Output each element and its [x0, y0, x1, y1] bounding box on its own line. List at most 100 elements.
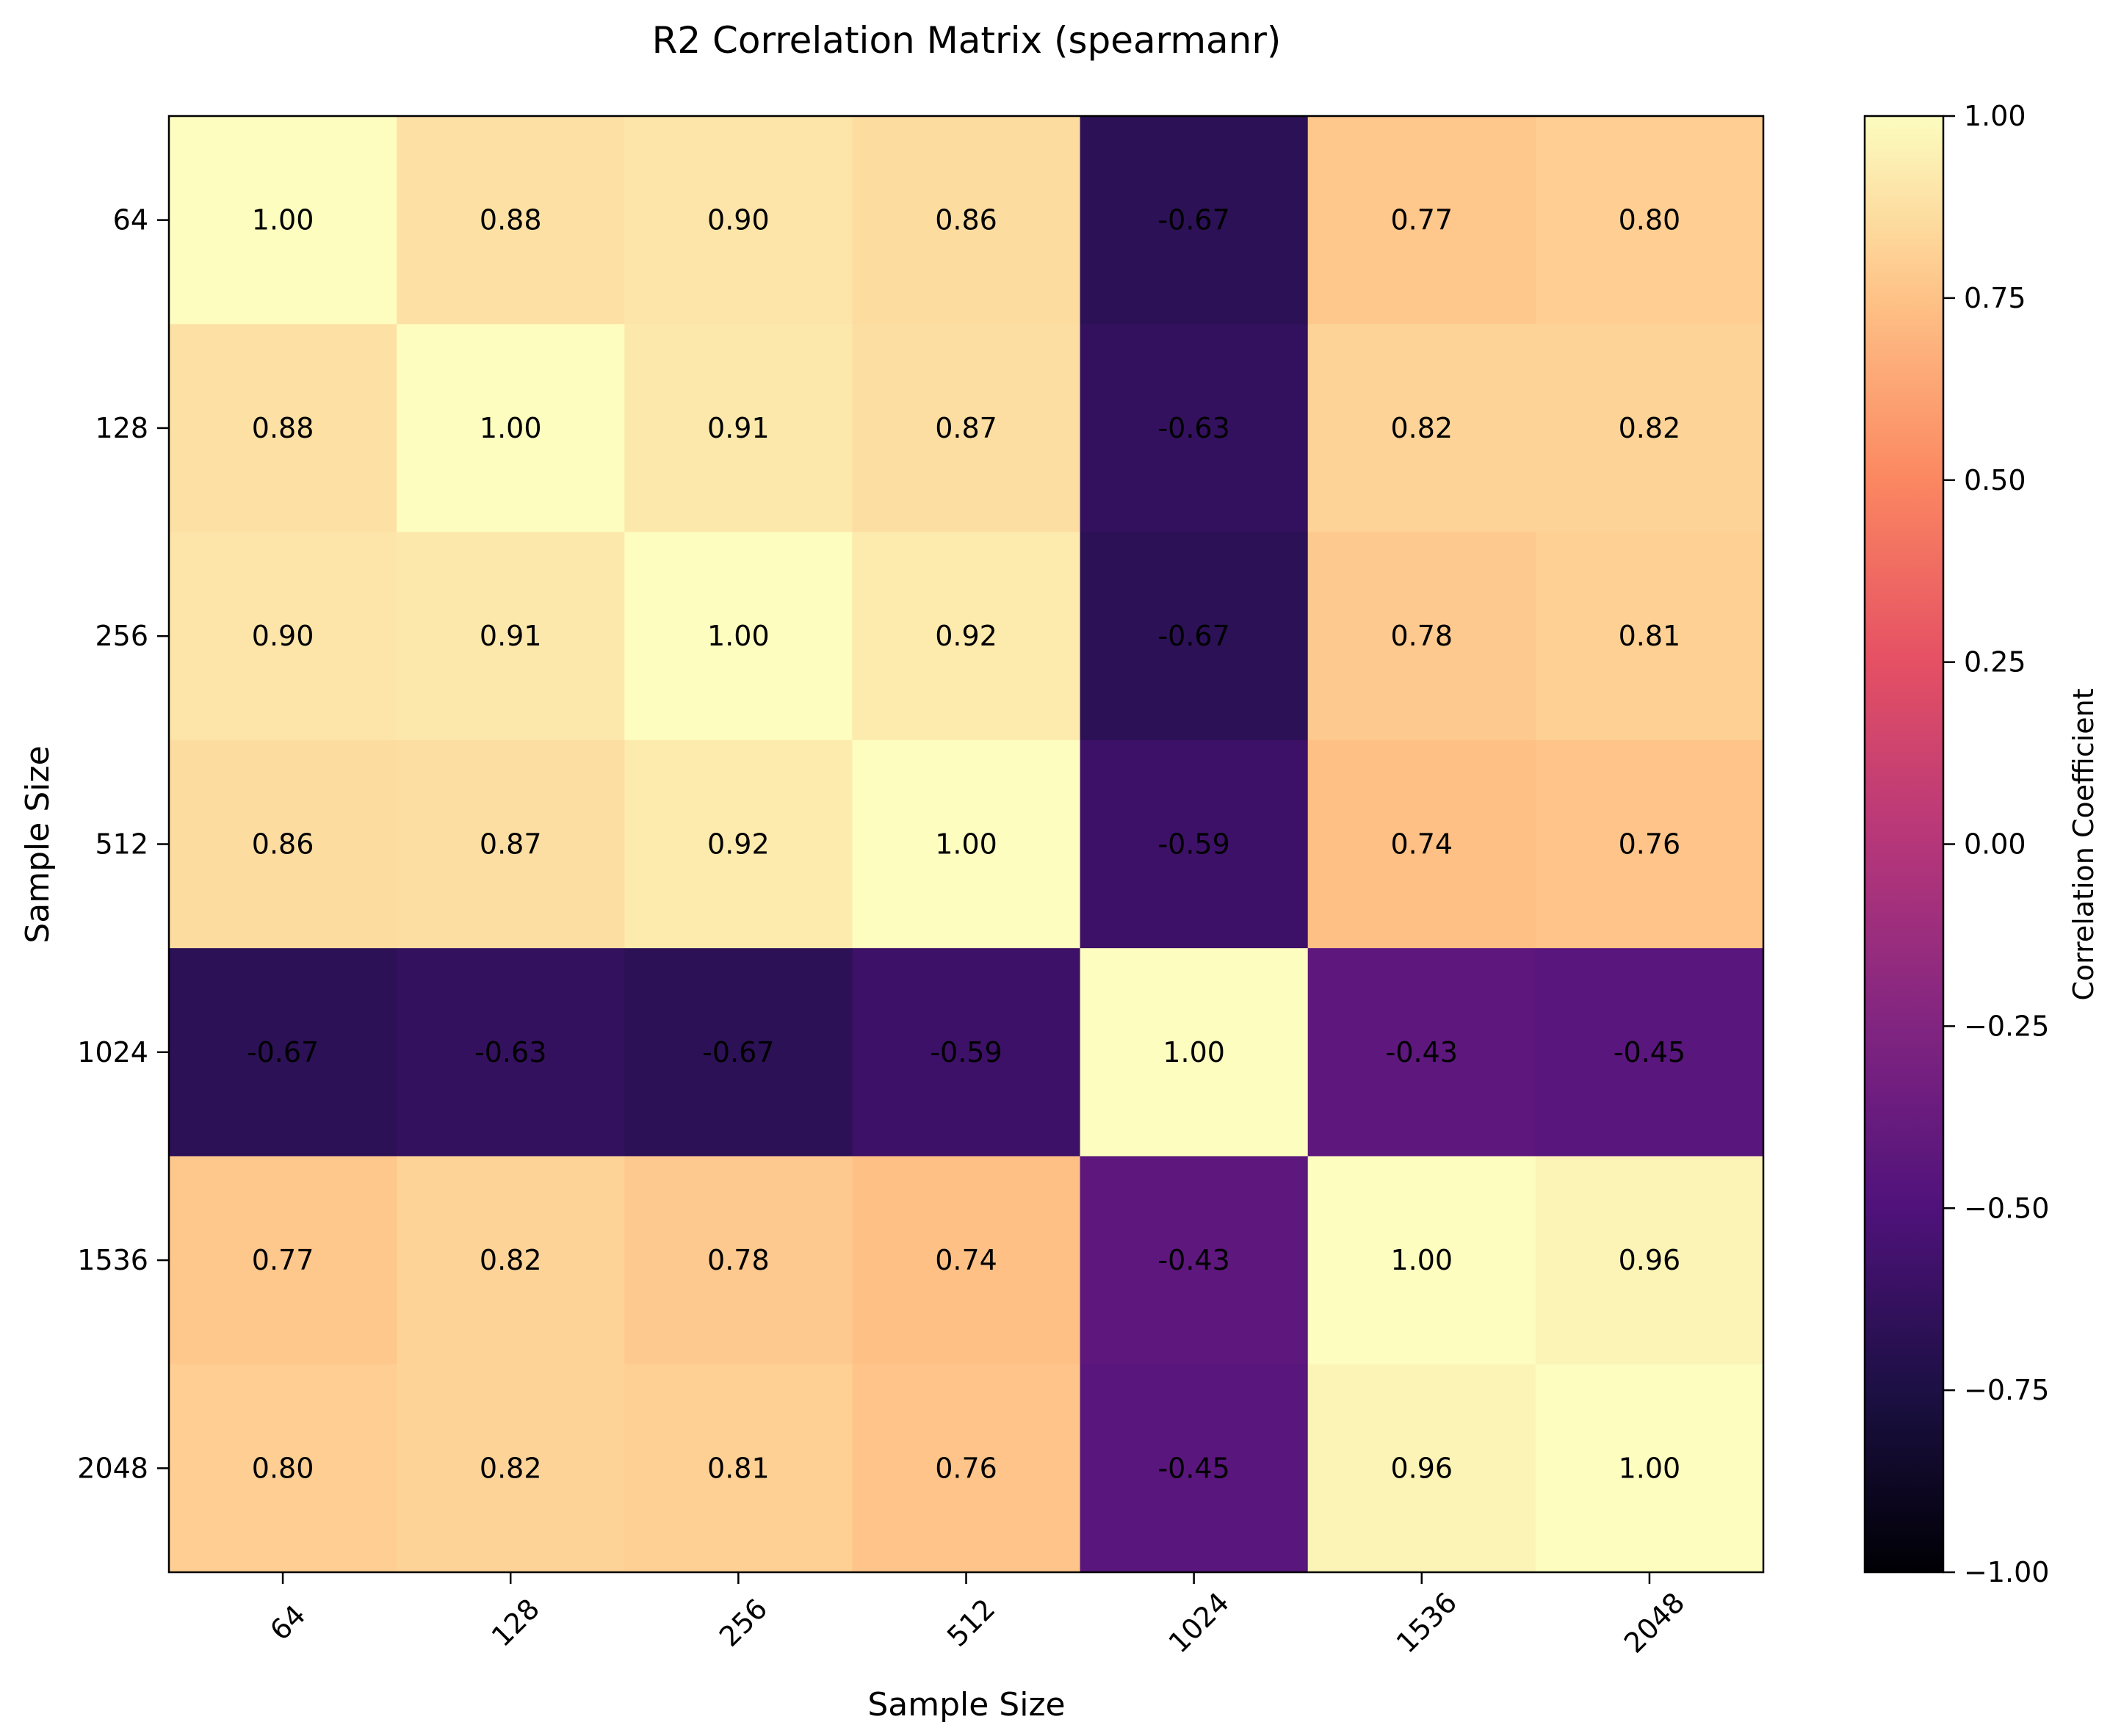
- heatmap-cell: [852, 324, 1081, 533]
- heatmap-cell: [1307, 532, 1536, 741]
- heatmap-cell: [1080, 532, 1309, 741]
- heatmap-cell: [169, 1156, 397, 1365]
- colorbar-tick-label: 0.75: [1964, 282, 2026, 314]
- y-tick-label: 64: [113, 204, 148, 236]
- chart-title: R2 Correlation Matrix (spearmanr): [652, 19, 1282, 62]
- heatmap-cell: [397, 1364, 625, 1573]
- heatmap-cell: [1080, 739, 1309, 949]
- x-tick-label: 256: [713, 1593, 773, 1653]
- cell-value-label: 0.88: [480, 204, 542, 236]
- cell-value-label: 0.82: [480, 1452, 542, 1484]
- cell-value-label: 0.81: [1619, 620, 1681, 652]
- x-axis-ticks: 64 128 256 512 1024 1536 2048: [264, 1572, 1691, 1659]
- cell-value-label: 0.88: [252, 412, 314, 444]
- cell-value-label: -0.43: [1386, 1036, 1458, 1068]
- cell-value-label: 0.82: [1390, 412, 1453, 444]
- heatmap-cell: [397, 116, 625, 325]
- heatmap-cell: [852, 116, 1081, 325]
- cell-value-label: -0.67: [247, 1036, 319, 1068]
- heatmap-cell: [169, 739, 397, 949]
- cell-value-label: 1.00: [1163, 1036, 1225, 1068]
- heatmap-cell: [1535, 116, 1764, 325]
- cell-value-label: 0.92: [935, 620, 997, 652]
- heatmap-cell: [852, 1156, 1081, 1365]
- cell-value-label: 0.82: [480, 1244, 542, 1276]
- cell-value-label: 0.91: [480, 620, 542, 652]
- cell-value-label: 0.77: [252, 1244, 314, 1276]
- cell-value-label: 1.00: [935, 828, 997, 861]
- colorbar-tick-label: 1.00: [1964, 100, 2026, 132]
- heatmap-cell: [1307, 1364, 1536, 1573]
- heatmap-cell: [397, 324, 625, 533]
- heatmap-cell: [1080, 1156, 1309, 1365]
- x-tick-label: 64: [264, 1599, 311, 1646]
- y-tick-label: 1024: [77, 1036, 148, 1068]
- heatmap-cell: [624, 1364, 853, 1573]
- cell-value-label: 0.76: [1619, 828, 1681, 861]
- cell-value-label: 1.00: [252, 204, 314, 236]
- heatmap-cell: [169, 948, 397, 1157]
- heatmap-cell: [624, 324, 853, 533]
- heatmap-cell: [1535, 324, 1764, 533]
- colorbar-tick-label: −1.00: [1964, 1556, 2049, 1588]
- cell-value-label: -0.67: [702, 1036, 774, 1068]
- heatmap-cell: [1307, 948, 1536, 1157]
- heatmap-cell: [169, 324, 397, 533]
- x-tick-label: 2048: [1618, 1586, 1691, 1660]
- cell-value-label: -0.45: [1157, 1452, 1229, 1484]
- cell-value-label: 0.96: [1619, 1244, 1681, 1276]
- heatmap-cell: [1535, 532, 1764, 741]
- heatmap-cell: [1080, 116, 1309, 325]
- colorbar-tick-label: 0.50: [1964, 464, 2026, 496]
- cell-value-label: 0.87: [935, 412, 997, 444]
- heatmap-cell: [397, 739, 625, 949]
- colorbar-tick-label: −0.25: [1964, 1010, 2049, 1042]
- cell-value-label: 0.92: [707, 828, 770, 861]
- cell-value-label: 0.74: [1390, 828, 1453, 861]
- y-axis-ticks: 64 128 256 512 1024 1536 2048: [77, 204, 169, 1484]
- cell-value-label: -0.63: [1157, 412, 1229, 444]
- cell-value-label: -0.67: [1157, 204, 1229, 236]
- cell-value-label: 0.76: [935, 1452, 997, 1484]
- y-tick-label: 1536: [77, 1244, 148, 1276]
- heatmap-cell: [624, 739, 853, 949]
- cell-value-label: 0.81: [707, 1452, 770, 1484]
- heatmap-cell: [397, 532, 625, 741]
- y-tick-label: 128: [95, 412, 148, 444]
- cell-value-label: 0.78: [707, 1244, 770, 1276]
- cell-value-label: 0.77: [1390, 204, 1453, 236]
- heatmap-cell-labels: 1.00 0.88 0.90 0.86 -0.67 0.77 0.80 0.88 1.00 0.9…: [247, 204, 1686, 1485]
- heatmap-cell: [1307, 116, 1536, 325]
- heatmap-cell: [169, 532, 397, 741]
- heatmap-cell: [1080, 1364, 1309, 1573]
- heatmap-cells: [169, 116, 1764, 1573]
- heatmap-cell: [397, 948, 625, 1157]
- heatmap-cell: [1535, 739, 1764, 949]
- cell-value-label: 0.91: [707, 412, 770, 444]
- colorbar-label: Correlation Coefficient: [2067, 688, 2100, 1000]
- cell-value-label: 0.80: [252, 1452, 314, 1484]
- colorbar-tick-label: 0.00: [1964, 828, 2026, 861]
- cell-value-label: 0.78: [1390, 620, 1453, 652]
- cell-value-label: -0.45: [1614, 1036, 1686, 1068]
- cell-value-label: -0.63: [474, 1036, 546, 1068]
- heatmap-cell: [624, 532, 853, 741]
- heatmap-cell: [1080, 948, 1309, 1157]
- cell-value-label: 1.00: [1619, 1452, 1681, 1484]
- cell-value-label: 0.74: [935, 1244, 997, 1276]
- x-tick-label: 512: [941, 1593, 1001, 1653]
- heatmap-cell: [1535, 948, 1764, 1157]
- colorbar-tick-label: −0.50: [1964, 1192, 2049, 1224]
- x-axis-label: Sample Size: [867, 1686, 1065, 1724]
- heatmap-cell: [169, 116, 397, 325]
- heatmap-cell: [1535, 1156, 1764, 1365]
- colorbar-ticks: 1.00 0.75 0.50 0.25 0.00 −0.25 −0.50 −0.75 −1.00: [1943, 100, 2049, 1588]
- heatmap-cell: [1080, 324, 1309, 533]
- cell-value-label: 0.86: [252, 828, 314, 861]
- cell-value-label: 0.82: [1619, 412, 1681, 444]
- heatmap-cell: [397, 1156, 625, 1365]
- cell-value-label: 0.87: [480, 828, 542, 861]
- heatmap-cell: [1307, 739, 1536, 949]
- colorbar-tick-label: −0.75: [1964, 1374, 2049, 1406]
- cell-value-label: -0.59: [930, 1036, 1002, 1068]
